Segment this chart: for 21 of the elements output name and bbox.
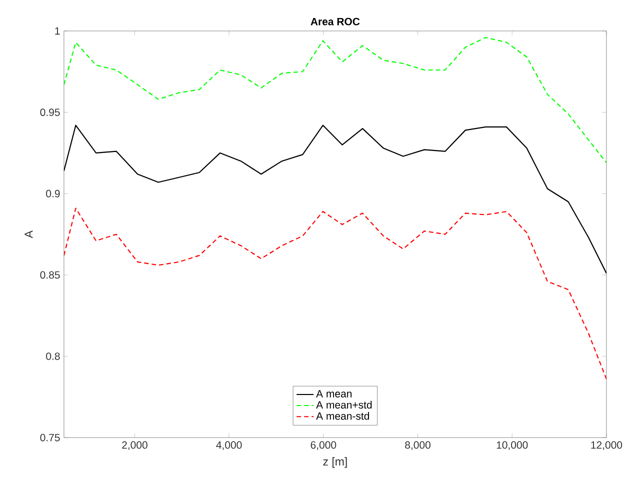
x-tick-label: 8,000 — [405, 442, 430, 450]
y-tick-label: 0.75 — [40, 434, 60, 442]
line-series — [64, 37, 606, 164]
x-tick-label: 4,000 — [216, 442, 242, 450]
line-series — [64, 208, 606, 380]
x-tick-label: 12,000 — [591, 442, 622, 450]
legend-label: A mean-std — [316, 412, 370, 420]
x-tick-label: 2,000 — [122, 442, 148, 450]
y-tick-label: 0.85 — [40, 271, 60, 279]
line-series — [64, 124, 606, 274]
legend-label: A mean+std — [316, 401, 372, 409]
y-axis-title: A — [24, 230, 33, 238]
x-tick-label: 10,000 — [496, 442, 528, 450]
y-tick-label: 0.8 — [46, 352, 60, 360]
x-tick-label: 6,000 — [310, 442, 336, 450]
legend-label: A mean — [316, 390, 352, 398]
x-axis-title: z [m] — [323, 457, 347, 468]
y-tick-label: 0.9 — [46, 190, 60, 198]
y-tick-label: 1 — [55, 28, 60, 35]
chart-title: Area ROC — [310, 18, 360, 26]
y-tick-label: 0.95 — [40, 108, 60, 116]
